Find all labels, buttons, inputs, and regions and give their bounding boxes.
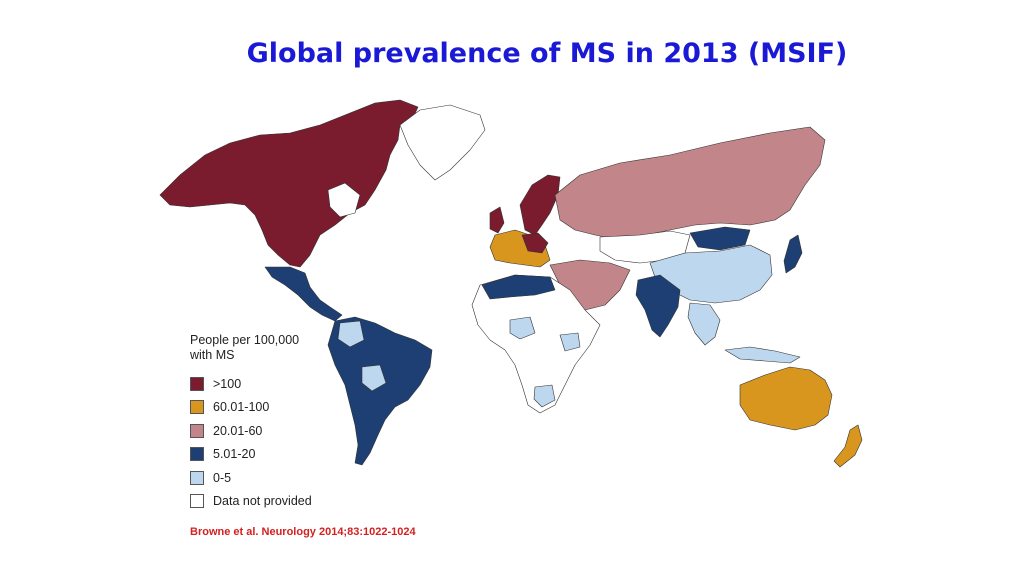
hudson-bay <box>327 182 361 218</box>
legend-label: 0-5 <box>213 470 232 485</box>
page-title: Global prevalence of MS in 2013 (MSIF) <box>246 38 848 69</box>
region-southeast-asia <box>687 302 721 346</box>
legend-label: 20.01-60 <box>213 423 263 438</box>
region-japan <box>783 234 803 274</box>
legend-label: 5.01-20 <box>213 447 256 462</box>
world-map <box>159 99 863 468</box>
region-africa-low-2 <box>533 384 556 408</box>
legend-label: >100 <box>213 376 242 391</box>
region-russia <box>554 126 826 241</box>
legend-swatch <box>190 494 204 509</box>
legend-item-over-100: >100 <box>190 372 312 396</box>
region-south-america-low <box>337 320 365 348</box>
legend-swatch <box>190 470 204 485</box>
region-north-africa <box>481 274 556 300</box>
region-north-america <box>159 99 419 268</box>
region-uk <box>489 206 505 234</box>
region-europe-central <box>521 232 549 254</box>
region-africa <box>471 274 601 414</box>
region-australia <box>739 366 833 431</box>
legend-label: 60.01-100 <box>213 400 270 415</box>
region-europe-north <box>519 174 561 236</box>
legend-item-0-5: 0-5 <box>190 466 312 490</box>
legend-swatch <box>190 423 204 438</box>
map-legend: People per 100,000 with MS >100 60.01-10… <box>190 333 312 513</box>
region-africa-low-3 <box>559 332 581 352</box>
region-mongolia <box>689 226 751 251</box>
legend-swatch <box>190 447 204 462</box>
region-africa-low-1 <box>509 316 536 340</box>
legend-item-no-data: Data not provided <box>190 490 312 514</box>
region-new-zealand <box>833 424 863 468</box>
region-bolivia <box>361 364 387 392</box>
legend-item-60-100: 60.01-100 <box>190 396 312 420</box>
legend-swatch <box>190 400 204 415</box>
legend-item-20-60: 20.01-60 <box>190 419 312 443</box>
region-central-america <box>264 266 343 322</box>
legend-item-5-20: 5.01-20 <box>190 443 312 467</box>
region-indonesia <box>724 346 801 364</box>
region-greenland <box>399 104 486 181</box>
region-india <box>635 274 681 338</box>
legend-heading: People per 100,000 with MS <box>190 333 300 362</box>
legend-swatch <box>190 376 204 391</box>
citation: Browne et al. Neurology 2014;83:1022-102… <box>190 526 416 538</box>
region-south-america <box>327 316 433 466</box>
legend-label: Data not provided <box>213 494 312 509</box>
